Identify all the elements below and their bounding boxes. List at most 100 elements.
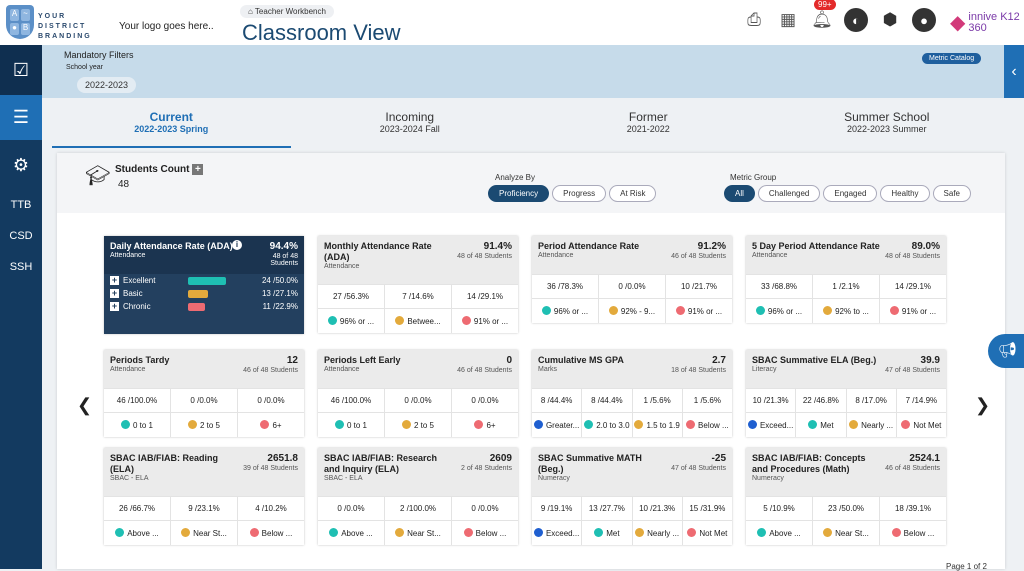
card-cell-count: 9 /19.1% xyxy=(540,504,573,513)
next-arrow-icon[interactable]: ❯ xyxy=(975,395,991,415)
metric-card[interactable]: Cumulative MS GPA Marks 2.7 18 of 48 Stude… xyxy=(532,350,732,437)
logo-letter: ~ xyxy=(21,9,30,21)
metric-group-option[interactable]: All xyxy=(724,185,755,202)
legend-label: Exceed... xyxy=(545,529,580,538)
legend-item: 92% to ... xyxy=(812,299,879,323)
tab-summer-school[interactable]: Summer School 2022-2023 Summer xyxy=(768,110,1007,148)
contrast-icon[interactable]: ◐ xyxy=(844,8,868,32)
printer-icon[interactable]: ⎙ xyxy=(747,10,761,29)
legend-item: Exceed... xyxy=(746,413,795,437)
pagination-label: Page 1 of 2 xyxy=(946,562,987,571)
card-cell-count: 8 /44.4% xyxy=(581,389,631,412)
metric-group-label: Metric Group xyxy=(730,173,777,182)
tab-former[interactable]: Former 2021-2022 xyxy=(529,110,768,148)
metric-card-featured[interactable]: Daily Attendance Rate (ADA) Attendance i … xyxy=(104,236,304,334)
card-value: 94.4% xyxy=(269,241,298,252)
metric-card[interactable]: Periods Left Early Attendance 0 46 of 48 S… xyxy=(318,350,518,437)
tab-sublabel: 2022-2023 Spring xyxy=(134,124,209,134)
cube-icon[interactable]: ⬢ xyxy=(882,10,898,29)
metric-card[interactable]: Period Attendance Rate Attendance 91.2% 46… xyxy=(532,236,732,323)
legend-label: Below ... xyxy=(903,529,935,538)
tab-incoming[interactable]: Incoming 2023-2024 Fall xyxy=(291,110,530,148)
card-cell-count: 0 /0.0% xyxy=(451,389,518,412)
expand-plus-icon[interactable]: + xyxy=(192,164,204,175)
filters-title: Mandatory Filters xyxy=(64,50,134,60)
legend-item: Near St... xyxy=(170,521,237,545)
card-cell-count: 10 /21.3% xyxy=(752,396,789,405)
calendar-icon[interactable]: ▦ xyxy=(779,10,797,29)
legend-item: 0 to 1 xyxy=(318,413,384,437)
card-value: 2.7 xyxy=(712,355,726,366)
legend-dot-icon xyxy=(747,420,757,429)
legend-dot-icon xyxy=(891,528,901,537)
band-count: 13 /27.1% xyxy=(261,289,298,298)
card-cell-count: 8 /17.0% xyxy=(845,389,896,412)
collapse-chevron-left-icon[interactable]: ‹ xyxy=(1004,45,1024,98)
metric-card[interactable]: SBAC Summative ELA (Beg.) Literacy 39.9 47… xyxy=(746,350,946,437)
bell-icon[interactable]: 🔔︎ 99+ xyxy=(810,0,836,32)
card-students: 18 of 48 Students xyxy=(671,367,726,374)
megaphone-icon[interactable]: 📢︎ xyxy=(988,334,1024,368)
card-cell-count: 18 /39.1% xyxy=(879,497,946,520)
metric-card[interactable]: 5 Day Period Attendance Rate Attendance 8… xyxy=(746,236,946,323)
metric-card[interactable]: SBAC IAB/FIAB: Research and Inquiry (ELA… xyxy=(318,448,518,545)
expand-plus-icon[interactable]: + xyxy=(110,301,119,311)
legend-dot-icon xyxy=(687,528,697,537)
metric-group-option[interactable]: Healthy xyxy=(880,185,930,202)
metric-card[interactable]: Monthly Attendance Rate (ADA) Attendance … xyxy=(318,236,518,333)
analyze-option[interactable]: Proficiency xyxy=(488,185,550,202)
metric-catalog-button[interactable]: Metric Catalog xyxy=(922,53,982,64)
metric-group-option[interactable]: Engaged xyxy=(823,185,878,202)
legend-label: Below ... xyxy=(698,421,729,430)
metric-card[interactable]: SBAC IAB/FIAB: Reading (ELA) SBAC - ELA 2… xyxy=(104,448,304,545)
legend-label: 91% or ... xyxy=(901,307,937,316)
card-students: 2 of 48 Students xyxy=(461,465,512,472)
card-cell-count: 9 /23.1% xyxy=(170,497,237,520)
expand-plus-icon[interactable]: + xyxy=(110,288,119,298)
breadcrumb[interactable]: ⌂ Teacher Workbench xyxy=(240,5,334,18)
metric-card[interactable]: SBAC IAB/FIAB: Concepts and Procedures (… xyxy=(746,448,946,545)
legend-dot-icon xyxy=(334,420,344,429)
legend-item: Below ... xyxy=(451,521,518,545)
legend-label: 92% to ... xyxy=(835,307,869,316)
previous-arrow-icon[interactable]: ❮ xyxy=(77,395,93,415)
analyze-option[interactable]: At Risk xyxy=(609,185,657,202)
metric-group-option[interactable]: Challenged xyxy=(757,185,821,202)
legend-dot-icon xyxy=(474,420,484,429)
legend-label: Above ... xyxy=(769,529,801,538)
tab-current[interactable]: Current 2022-2023 Spring xyxy=(52,110,291,148)
card-value: 2609 xyxy=(489,453,512,464)
legend-label: 2 to 5 xyxy=(413,421,434,430)
info-icon[interactable]: i xyxy=(232,240,242,250)
analyze-option[interactable]: Progress xyxy=(552,185,607,202)
legend-label: Near St... xyxy=(835,529,869,538)
gear-icon[interactable]: ⚙ xyxy=(12,155,30,175)
metric-card[interactable]: Periods Tardy Attendance 12 46 of 48 Stude… xyxy=(104,350,304,437)
sidebar-item-ssh[interactable]: SSH xyxy=(9,261,33,273)
logo-letter: A xyxy=(10,9,19,21)
user-avatar-icon[interactable]: ● xyxy=(912,8,936,32)
term-tabs: Current 2022-2023 Spring Incoming 2023-202… xyxy=(52,110,1006,148)
legend-dot-icon xyxy=(635,528,645,537)
filter-icon[interactable]: ☑ xyxy=(0,45,42,95)
card-title: Periods Tardy xyxy=(110,355,170,365)
card-value: 12 xyxy=(286,355,298,366)
expand-plus-icon[interactable]: + xyxy=(110,275,119,285)
card-title: SBAC Summative ELA (Beg.) xyxy=(752,355,877,365)
legend-label: Near St... xyxy=(407,529,441,538)
card-title: Period Attendance Rate xyxy=(538,241,640,251)
legend-dot-icon xyxy=(463,528,473,537)
band-bar xyxy=(188,302,206,311)
metric-card[interactable]: SBAC Summative MATH (Beg.) Numeracy -25 47… xyxy=(532,448,732,545)
card-value: -25 xyxy=(711,453,726,464)
card-cell-count: 0 /0.0% xyxy=(237,389,304,412)
card-cell-count: 0 /0.0% xyxy=(337,504,365,513)
school-year-select[interactable]: 2022-2023 xyxy=(77,77,137,93)
hamburger-menu-icon[interactable]: ☰ xyxy=(0,95,42,140)
sidebar-item-csd[interactable]: CSD xyxy=(9,230,33,242)
legend-item: Not Met xyxy=(681,521,732,545)
legend-label: Near St... xyxy=(193,529,227,538)
school-year-label: School year xyxy=(66,64,103,71)
metric-group-option[interactable]: Safe xyxy=(932,185,971,202)
sidebar-item-ttb[interactable]: TTB xyxy=(10,199,32,211)
